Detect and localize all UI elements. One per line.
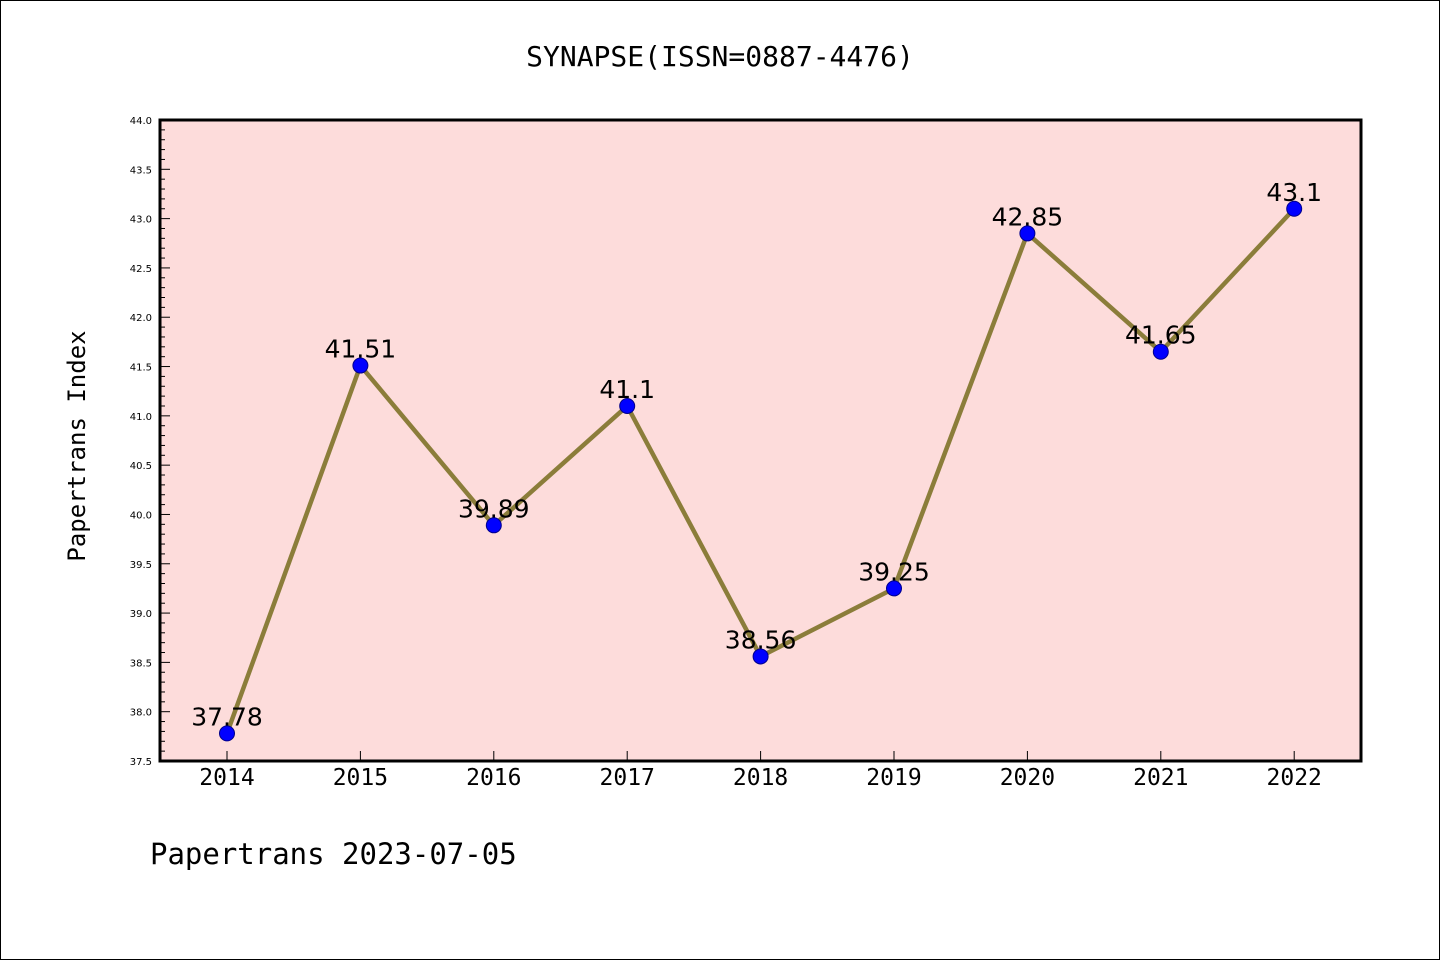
data-point-marker <box>219 725 235 742</box>
y-tick-label: 42.0 <box>130 313 152 324</box>
data-label: 41.1 <box>599 375 655 404</box>
x-tick-label: 2018 <box>733 765 788 791</box>
x-tick-label: 2017 <box>600 765 655 791</box>
y-tick-label: 37.5 <box>130 757 152 768</box>
data-label: 41.51 <box>325 335 397 364</box>
y-tick-label: 39.0 <box>130 609 152 620</box>
y-tick-label: 43.5 <box>130 165 152 176</box>
data-label: 39.25 <box>858 557 930 586</box>
data-label: 43.1 <box>1266 178 1322 207</box>
data-point-marker <box>1286 200 1303 217</box>
data-label: 37.78 <box>191 702 263 731</box>
data-label: 39.89 <box>458 494 530 523</box>
y-tick-label: 44.0 <box>130 116 152 127</box>
data-point-marker <box>1019 225 1036 242</box>
data-point-marker <box>752 648 769 665</box>
data-label: 42.85 <box>992 202 1064 231</box>
y-axis-label: Papertrans Index <box>63 330 91 561</box>
chart-title: SYNAPSE(ISSN=0887-4476) <box>526 40 914 73</box>
y-tick-label: 40.0 <box>130 510 152 521</box>
x-tick-label: 2015 <box>333 765 388 791</box>
y-tick-label: 39.5 <box>130 560 152 571</box>
data-point-marker <box>1152 343 1169 360</box>
data-label: 41.65 <box>1125 321 1197 350</box>
data-label: 38.56 <box>725 625 797 654</box>
data-point-marker <box>485 517 502 534</box>
data-point-marker <box>352 357 369 374</box>
x-tick-label: 2021 <box>1133 765 1188 791</box>
x-tick-label: 2020 <box>1000 765 1055 791</box>
y-tick-label: 38.0 <box>130 708 152 719</box>
data-label-group: 37.78 41.51 39.89 41.1 38.56 39.25 42.85 41.65 4… <box>191 178 1322 732</box>
plot-area <box>158 118 1363 763</box>
data-point-marker <box>619 397 636 414</box>
x-axis: 2014 2015 2016 2017 2018 2019 2020 2021 2022 <box>199 751 1322 791</box>
y-tick-label: 41.0 <box>130 412 152 423</box>
y-tick-label: 40.5 <box>130 461 152 472</box>
y-tick-label: 41.5 <box>130 363 152 374</box>
x-tick-label: 2019 <box>866 765 921 791</box>
x-tick-label: 2016 <box>466 765 521 791</box>
y-tick-label: 43.0 <box>130 215 152 226</box>
data-point-marker <box>886 580 902 597</box>
x-tick-label: 2014 <box>199 765 254 791</box>
y-tick-label: 42.5 <box>130 264 152 275</box>
footer-text: Papertrans 2023-07-05 <box>150 837 517 871</box>
x-tick-label: 2022 <box>1267 765 1322 791</box>
y-tick-label: 38.5 <box>130 658 152 669</box>
marker-group <box>219 200 1303 742</box>
y-axis: 37.5 38.0 38.5 39.0 39.5 40.0 40.5 41.0 41.5 42.0… <box>130 116 170 768</box>
